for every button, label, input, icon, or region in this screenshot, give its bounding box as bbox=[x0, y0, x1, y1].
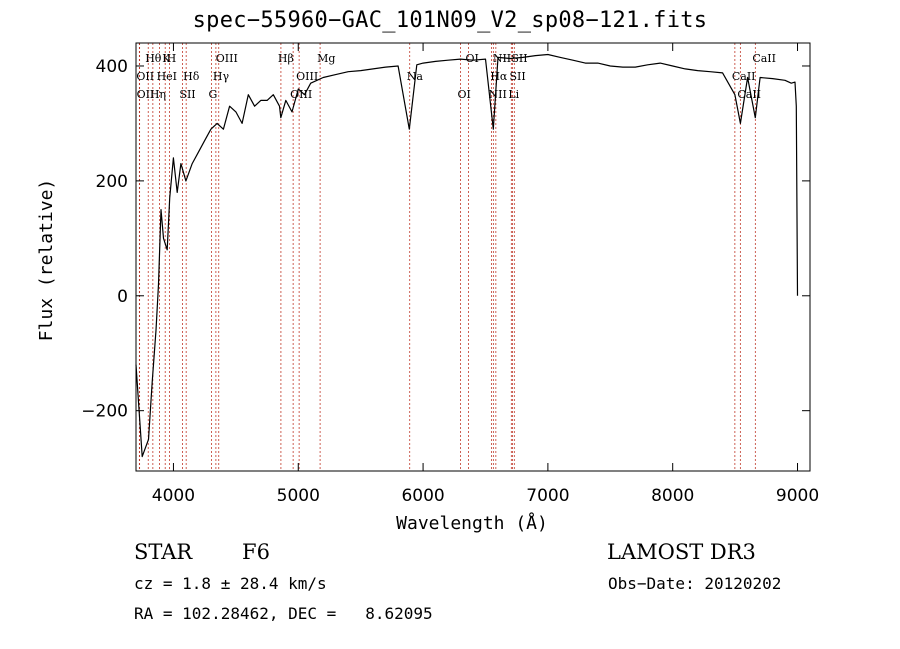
spectral-line-label: H bbox=[167, 52, 177, 65]
spectral-line-labels: HθOIIOIIKHeIHηHHδSIIOIIIHγGHβOIIIOIIIMgN… bbox=[136, 52, 776, 101]
x-tick-label: 4000 bbox=[152, 486, 195, 506]
spectral-line-label: Hγ bbox=[213, 70, 230, 83]
y-axis-ticks: −200 0 200 400 bbox=[81, 57, 810, 422]
survey-name: LAMOST DR3 bbox=[607, 540, 756, 564]
x-tick-label: 7000 bbox=[526, 486, 569, 506]
spectral-line-label: Li bbox=[508, 88, 519, 101]
y-tick-label: −200 bbox=[81, 402, 128, 422]
spectral-line-label: OI bbox=[458, 88, 471, 101]
spectral-line-label: Hδ bbox=[183, 70, 200, 83]
y-tick-label: 200 bbox=[96, 172, 128, 192]
spectral-line-label: CaII bbox=[732, 70, 756, 83]
spectral-line-label: Hα bbox=[490, 70, 508, 83]
spectral-line-label: SII bbox=[509, 70, 525, 83]
redshift-readout: cz = 1.8 ± 28.4 km/s bbox=[134, 574, 327, 593]
chart-title: spec−55960−GAC_101N09_V2_sp08−121.fits bbox=[192, 8, 708, 33]
y-tick-label: 0 bbox=[117, 287, 128, 307]
spectral-line-label: K bbox=[162, 52, 171, 65]
x-axis-ticks: 4000 5000 6000 7000 8000 9000 bbox=[152, 43, 819, 506]
spectral-line-label: OII bbox=[137, 88, 155, 101]
object-class: STAR bbox=[134, 540, 193, 564]
x-tick-label: 6000 bbox=[401, 486, 444, 506]
plot-frame bbox=[135, 42, 811, 472]
spectral-line-label: Hβ bbox=[278, 52, 294, 65]
x-tick-label: 5000 bbox=[277, 486, 320, 506]
spectral-line-label: HeI bbox=[157, 70, 177, 83]
spectral-line-label: SII bbox=[179, 88, 195, 101]
y-tick-label: 400 bbox=[96, 57, 128, 77]
spectral-line-label: G bbox=[209, 88, 218, 101]
spectral-line-label: OIII bbox=[216, 52, 238, 65]
spectral-line-markers bbox=[138, 43, 756, 471]
spectral-line-label: Mg bbox=[317, 52, 335, 65]
x-tick-label: 9000 bbox=[776, 486, 819, 506]
coordinates-readout: RA = 102.28462, DEC = 8.62095 bbox=[134, 604, 433, 623]
spectral-line-label: CaII bbox=[737, 88, 761, 101]
spectral-subclass: F6 bbox=[242, 540, 270, 564]
x-axis-label: Wavelength (Å) bbox=[396, 512, 548, 534]
y-axis-label: Flux (relative) bbox=[36, 179, 57, 342]
spectral-line-label: OIII bbox=[296, 70, 318, 83]
flux-series-line bbox=[135, 53, 799, 458]
observation-date: Obs−Date: 20120202 bbox=[608, 574, 782, 593]
spectral-line-label: NII bbox=[488, 88, 506, 101]
spectral-line-label: OII bbox=[136, 70, 154, 83]
x-tick-label: 8000 bbox=[651, 486, 694, 506]
spectral-line-label: Hη bbox=[150, 88, 166, 101]
spectral-line-label: Hθ bbox=[145, 52, 162, 65]
spectral-line-label: OI bbox=[466, 52, 479, 65]
spectral-line-label: SII bbox=[511, 52, 527, 65]
spectral-line-label: OIII bbox=[290, 88, 312, 101]
spectral-line-label: CaII bbox=[752, 52, 776, 65]
